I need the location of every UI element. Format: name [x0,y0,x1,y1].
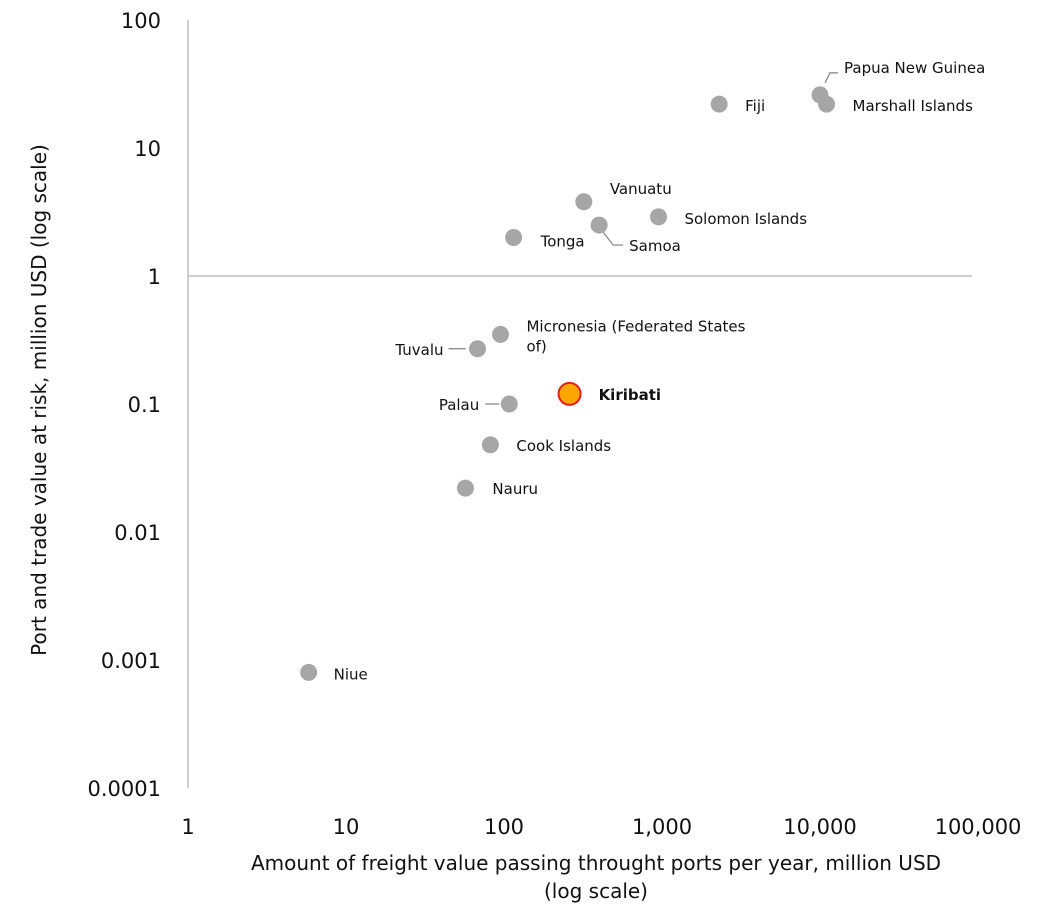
point-vanuatu [575,193,593,211]
y-axis-title: Port and trade value at risk, million US… [27,144,51,656]
leader-papua-new-guinea [824,72,838,84]
label-palau: Palau [439,396,479,414]
label-micronesia-federated-states-of: Micronesia (Federated States of) [526,317,745,355]
y-tick-label: 10 [134,137,161,161]
x-tick-label: 10,000 [783,815,856,839]
point-cook-islands [481,436,499,454]
point-nauru [456,479,474,497]
y-tick-label: 0.01 [114,521,161,545]
y-tick-labels: 0.0001 0.001 0.01 0.1 1 10 100 [88,9,161,801]
x-axis-title-line2: (log scale) [544,879,648,903]
label-samoa: Samoa [629,237,681,255]
x-tick-label: 1 [181,815,194,839]
x-tick-labels: 1 10 100 1,000 10,000 100,000 [181,815,1021,839]
point-samoa [590,216,608,234]
label-kiribati: Kiribati [599,386,661,404]
axes-layer [187,20,972,788]
point-niue [300,663,318,681]
point-tonga [505,228,523,246]
label-papua-new-guinea: Papua New Guinea [844,59,985,77]
label-marshall-islands: Marshall Islands [853,97,974,115]
point-marshall-islands [818,95,836,113]
x-tick-label: 1,000 [632,815,692,839]
label-tuvalu: Tuvalu [394,341,443,359]
y-tick-label: 100 [121,9,161,33]
label-line: Micronesia (Federated States [526,317,745,335]
y-tick-label: 0.0001 [88,777,161,801]
label-tonga: Tonga [540,232,585,250]
data-points [300,86,836,681]
label-fiji: Fiji [745,97,765,115]
point-tuvalu [469,340,487,358]
label-nauru: Nauru [492,480,538,498]
leader-lines [448,72,838,405]
point-solomon-islands [649,208,667,226]
label-niue: Niue [334,665,368,683]
x-tick-label: 100 [484,815,524,839]
label-cook-islands: Cook Islands [516,437,611,455]
x-tick-label: 10 [333,815,360,839]
label-solomon-islands: Solomon Islands [684,210,807,228]
y-tick-label: 0.1 [128,393,161,417]
point-palau [500,395,518,413]
y-tick-label: 0.001 [101,649,161,673]
x-tick-label: 100,000 [935,815,1022,839]
point-kiribati [557,381,582,406]
point-fiji [710,95,728,113]
leader-samoa [602,231,624,246]
label-line: of) [526,337,546,355]
point-micronesia-federated-states-of [491,325,509,343]
label-vanuatu: Vanuatu [610,180,672,198]
point-labels: Papua New Guinea Marshall Islands Fiji Vanu… [334,59,986,684]
y-tick-label: 1 [148,265,161,289]
x-axis-title-line1: Amount of freight value passing throught… [251,851,941,875]
